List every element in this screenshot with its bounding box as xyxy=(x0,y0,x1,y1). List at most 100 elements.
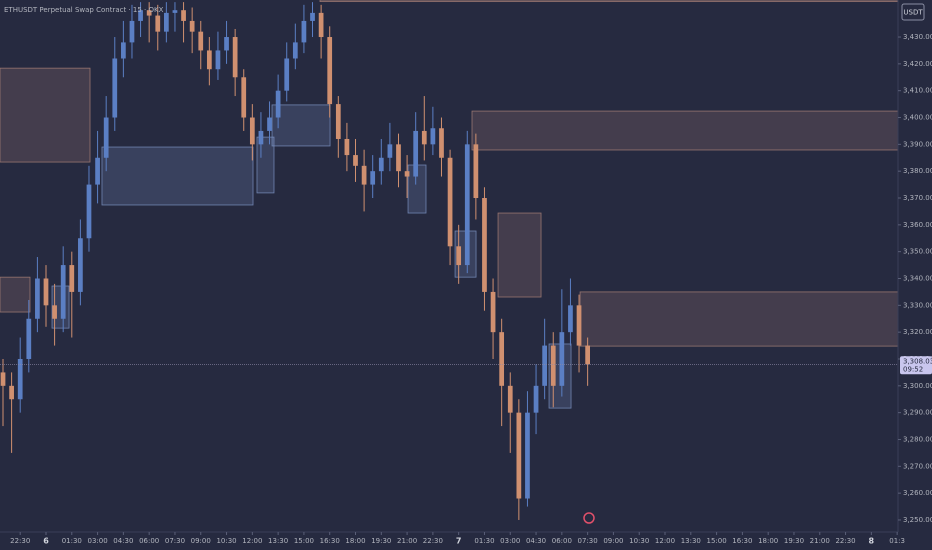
candle-body xyxy=(559,332,565,386)
x-tick-label: 16:30 xyxy=(320,537,340,545)
candle-body xyxy=(421,130,427,145)
x-tick-label: 10:30 xyxy=(629,537,649,545)
candle-body xyxy=(275,90,281,118)
candle-body xyxy=(206,50,212,70)
x-tick-label: 04:30 xyxy=(526,537,546,545)
candle-body xyxy=(258,130,264,145)
x-tick-label: 09:00 xyxy=(603,537,623,545)
y-tick-label: 3,400.00 xyxy=(903,114,932,122)
candle-body xyxy=(507,385,513,413)
x-tick-label: 03:00 xyxy=(500,537,520,545)
event-icon[interactable] xyxy=(583,512,595,524)
x-tick-label: 10:30 xyxy=(216,537,236,545)
candle-body xyxy=(361,165,367,185)
x-tick-label: 01:3 xyxy=(889,537,905,545)
candle-body xyxy=(439,128,444,158)
zone xyxy=(271,104,331,147)
x-tick-label: 18:00 xyxy=(345,537,365,545)
chart-title[interactable]: ETHUSDT Perpetual Swap Contract · 15 · O… xyxy=(4,6,164,14)
y-tick-label: 3,290.00 xyxy=(903,409,932,417)
x-tick-label: 22:30 xyxy=(10,537,30,545)
y-tick-label: 3,430.00 xyxy=(903,33,932,41)
zone xyxy=(101,146,254,206)
candle-body xyxy=(370,171,376,185)
candle-body xyxy=(490,291,496,333)
x-tick-label: 01:30 xyxy=(474,537,494,545)
candle-body xyxy=(447,157,453,247)
candle-body xyxy=(413,130,419,177)
y-tick-label: 3,360.00 xyxy=(903,221,932,229)
candle-body xyxy=(267,117,272,131)
x-tick-label: 6 xyxy=(43,537,49,546)
y-tick-label: 3,370.00 xyxy=(903,194,932,202)
x-tick-label: 22:30 xyxy=(423,537,443,545)
candle-body xyxy=(284,58,290,91)
last-price-label: 3,308.03 xyxy=(903,357,932,365)
y-tick-label: 3,350.00 xyxy=(903,248,932,256)
y-tick-label: 3,330.00 xyxy=(903,301,932,309)
candle-body xyxy=(189,20,195,32)
candle-body xyxy=(52,305,57,319)
candle-body xyxy=(112,58,118,118)
y-tick-label: 3,300.00 xyxy=(903,382,932,390)
x-tick-label: 01:30 xyxy=(62,537,82,545)
candle-body xyxy=(585,345,590,365)
candle-body xyxy=(26,318,32,359)
x-tick-label: 22:30 xyxy=(835,537,855,545)
y-tick-label: 3,340.00 xyxy=(903,275,932,283)
candle-body xyxy=(318,12,324,38)
currency-box[interactable] xyxy=(901,3,925,21)
x-tick-label: 06:00 xyxy=(552,537,572,545)
candle-body xyxy=(568,305,573,333)
x-tick-label: 13:30 xyxy=(681,537,701,545)
candle-body xyxy=(9,385,14,400)
candle-body xyxy=(456,246,462,266)
x-tick-label: 07:30 xyxy=(165,537,185,545)
candle-body xyxy=(499,332,505,386)
candle-body xyxy=(224,37,229,51)
x-tick-label: 18:00 xyxy=(758,537,778,545)
candle-body xyxy=(353,155,358,166)
x-tick-label: 19:30 xyxy=(371,537,391,545)
candle-body xyxy=(155,15,161,32)
candle-body xyxy=(387,144,393,158)
candle-body xyxy=(172,10,178,13)
candle-body xyxy=(163,12,169,32)
candle-body xyxy=(95,157,100,185)
candle-body xyxy=(232,37,238,78)
candle-body xyxy=(43,278,49,306)
candle-body xyxy=(121,42,126,59)
candle-body xyxy=(516,412,522,499)
candle-body xyxy=(17,358,23,400)
zone xyxy=(579,291,899,347)
candle-body xyxy=(86,184,92,239)
x-tick-label: 13:30 xyxy=(268,537,288,545)
x-tick-label: 03:00 xyxy=(87,537,107,545)
x-tick-label: 21:00 xyxy=(810,537,830,545)
candle-body xyxy=(129,20,135,43)
candle-body xyxy=(69,265,75,292)
candle-body xyxy=(473,144,479,199)
candle-body xyxy=(310,12,315,21)
y-tick-label: 3,420.00 xyxy=(903,60,932,68)
x-tick-label: 8 xyxy=(869,537,875,546)
x-tick-label: 09:00 xyxy=(191,537,211,545)
x-tick-label: 06:00 xyxy=(139,537,159,545)
zone xyxy=(0,276,31,313)
x-tick-label: 04:30 xyxy=(113,537,133,545)
y-tick-label: 3,390.00 xyxy=(903,140,932,148)
candle-body xyxy=(103,117,109,158)
candle-body xyxy=(249,117,255,145)
candle-body xyxy=(60,265,66,319)
y-tick-label: 3,270.00 xyxy=(903,462,932,470)
candle-body xyxy=(430,128,436,145)
plot-area xyxy=(0,0,899,520)
candle-body xyxy=(525,412,530,499)
zone xyxy=(471,110,899,151)
candle-body xyxy=(482,198,487,292)
candle-body xyxy=(0,372,6,386)
currency[interactable]: USDT xyxy=(903,9,923,17)
candle-body xyxy=(576,305,582,346)
candle-body xyxy=(35,278,40,319)
